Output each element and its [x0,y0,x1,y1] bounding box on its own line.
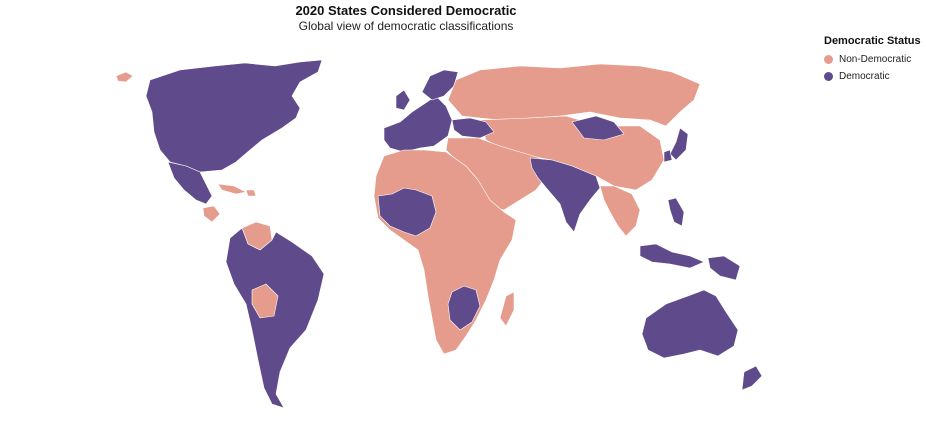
region-philippines[interactable] [667,197,685,227]
region-australia[interactable] [641,289,739,359]
legend-label-non-democratic: Non-Democratic [839,54,912,65]
legend-title: Democratic Status [824,35,921,47]
region-southeast-asia[interactable] [599,185,641,237]
map-title: 2020 States Considered Democratic [295,3,517,18]
region-new-guinea[interactable] [707,255,741,281]
region-eastern-europe[interactable] [451,117,495,139]
region-mexico[interactable] [167,161,213,205]
region-japan[interactable] [669,127,689,161]
region-western-europe[interactable] [383,95,453,153]
region-cuba[interactable] [217,183,247,195]
region-indonesia[interactable] [639,243,705,269]
map-subtitle: Global view of democratic classification… [298,19,514,33]
region-haiti[interactable] [245,189,257,197]
legend-item-democratic[interactable]: Democratic [824,68,924,85]
region-russia[interactable] [447,63,701,127]
legend-label-democratic: Democratic [839,71,890,82]
region-scandinavia[interactable] [421,69,459,101]
region-british-isles[interactable] [395,89,411,111]
legend-swatch-democratic [824,72,833,81]
region-greenland[interactable] [115,71,134,83]
region-madagascar[interactable] [499,291,515,327]
region-south-korea[interactable] [663,149,673,163]
region-bolivia[interactable] [251,283,279,319]
legend: Democratic Status Non-Democratic Democra… [824,35,924,85]
legend-item-non-democratic[interactable]: Non-Democratic [824,51,924,68]
region-southern-africa[interactable] [447,285,481,331]
region-mongolia[interactable] [571,115,625,141]
region-new-zealand[interactable] [741,365,763,391]
region-nicaragua[interactable] [202,205,221,223]
region-south-america[interactable] [225,227,325,409]
legend-swatch-non-democratic [824,55,833,64]
region-south-asia[interactable] [529,157,601,233]
region-north-america[interactable] [145,59,323,173]
region-west-africa[interactable] [377,187,437,237]
